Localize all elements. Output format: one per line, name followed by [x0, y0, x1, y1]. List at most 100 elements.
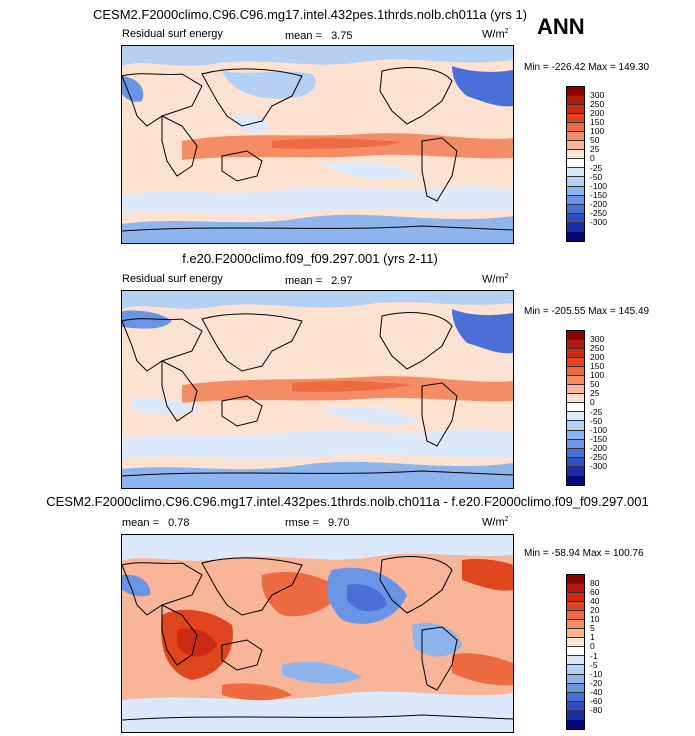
- panel-3-min-label: Min =: [524, 548, 549, 559]
- panel-1-colorbar-swatch: [567, 96, 584, 106]
- panel-2-min-label: Min =: [524, 306, 549, 317]
- panel-1-colorbar: [566, 86, 585, 242]
- panel-2-variable-label: Residual surf energy: [122, 273, 223, 285]
- panel-3-max-label: Max =: [582, 548, 611, 559]
- p2-north-atlantic-blue: [452, 309, 513, 354]
- panel-2-colorbar-swatch: [567, 430, 584, 440]
- panel-3-units: W/m2: [482, 516, 509, 529]
- panel-3-units-exp: 2: [504, 516, 509, 523]
- p3-indian-ocean-core: [177, 628, 217, 657]
- panel-1-map-svg: [122, 46, 513, 243]
- panel-3-colorbar-tick-label: -60: [590, 695, 603, 706]
- panel-1-colorbar-tick-label: 100: [590, 126, 605, 137]
- p2-south-pacific-blue: [322, 406, 422, 425]
- panel-2-min-value: -205.55: [551, 306, 586, 317]
- panel-3-colorbar-tick-label: 5: [590, 623, 595, 634]
- panel-1-colorbar-tick-label: 250: [590, 99, 605, 110]
- panel-3-colorbar-swatch: [567, 620, 584, 630]
- panel-3-colorbar-swatch: [567, 701, 584, 711]
- panel-2-colorbar: [566, 330, 585, 486]
- panel-1-colorbar-tick-label: 50: [590, 135, 600, 146]
- panel-1-mean: mean = 3.75: [285, 30, 352, 42]
- p3-south-atlantic-red: [452, 653, 513, 686]
- panel-2-minmax: Min = -205.55 Max = 145.49: [524, 306, 649, 317]
- panel-3-minmax: Min = -58.94 Max = 100.76: [524, 548, 644, 559]
- panel-2-colorbar-tick-label: 250: [590, 343, 605, 354]
- panel-1-colorbar-swatch: [567, 204, 584, 214]
- panel-3-colorbar-tick-label: 0: [590, 641, 595, 652]
- panel-3-map: [121, 534, 514, 733]
- panel-1-colorbar-swatch: [567, 87, 584, 97]
- panel-2-colorbar-tick-label: 0: [590, 397, 595, 408]
- p3-west-pacific-red: [261, 571, 342, 617]
- panel-2-colorbar-tick-label: -25: [590, 406, 603, 417]
- panel-1-colorbar-swatch: [567, 159, 584, 169]
- panel-1-colorbar-swatch: [567, 177, 584, 187]
- panel-1-colorbar-swatch: [567, 114, 584, 124]
- panel-2-colorbar-swatch: [567, 439, 584, 449]
- panel-1-colorbar-swatch: [567, 186, 584, 196]
- p3-north-atlantic-red: [462, 558, 513, 591]
- panel-3-rmse-label: rmse =: [285, 517, 319, 529]
- panel-2-colorbar-swatch: [567, 475, 584, 485]
- panel-1-colorbar-tick-label: -200: [590, 198, 608, 209]
- p3-arctic-band: [122, 535, 513, 561]
- panel-3-colorbar-swatch: [567, 665, 584, 675]
- panel-1-colorbar-swatch: [567, 141, 584, 151]
- panel-1-mean-label: mean =: [285, 30, 322, 42]
- panel-2-colorbar-tick-label: 300: [590, 334, 605, 345]
- panel-1-colorbar-swatch: [567, 222, 584, 232]
- panel-2-units: W/m2: [482, 273, 509, 286]
- panel-2-colorbar-tick-label: 150: [590, 361, 605, 372]
- panel-2-colorbar-swatch: [567, 358, 584, 368]
- panel-2-colorbar-tick-label: 25: [590, 388, 600, 399]
- panel-3-colorbar-tick-label: -20: [590, 677, 603, 688]
- panel-1-colorbar-tick-label: 150: [590, 117, 605, 128]
- p2-arctic-band: [122, 291, 513, 309]
- panel-1-max-value: 149.30: [618, 62, 650, 73]
- panel-2-units-exp: 2: [504, 273, 509, 280]
- panel-2-colorbar-swatch: [567, 376, 584, 386]
- panel-3-colorbar-swatch: [567, 710, 584, 720]
- panel-1-colorbar-swatch: [567, 231, 584, 241]
- panel-3-colorbar-swatch: [567, 647, 584, 657]
- panel-3-colorbar-swatch: [567, 629, 584, 639]
- p3-west-edge-blue: [122, 574, 151, 597]
- panel-2-colorbar-swatch: [567, 421, 584, 431]
- panel-1-max-label: Max =: [588, 62, 616, 73]
- panel-1-colorbar-swatch: [567, 150, 584, 160]
- p1-west-edge-blue: [122, 76, 144, 102]
- panel-3-colorbar-tick-label: -5: [590, 659, 598, 670]
- panel-1-colorbar-swatch: [567, 132, 584, 142]
- panel-2-colorbar-tick-label: -100: [590, 424, 608, 435]
- panel-2-colorbar-tick-label: 200: [590, 352, 605, 363]
- p3-antarctic-band: [122, 691, 513, 732]
- panel-3-mean-label: mean =: [122, 517, 159, 529]
- panel-1-mean-value: 3.75: [331, 30, 353, 42]
- panel-3-mean: mean = 0.78: [122, 517, 189, 529]
- panel-2-mean-value: 2.97: [331, 275, 353, 287]
- p3-southern-red: [222, 683, 292, 701]
- panel-1-colorbar-tick-label: -100: [590, 180, 608, 191]
- panel-3-colorbar-tick-label: -80: [590, 704, 603, 715]
- panel-2-colorbar-swatch: [567, 448, 584, 458]
- panel-3-colorbar-swatch: [567, 584, 584, 594]
- p2-coastlines: [122, 312, 513, 477]
- panel-1-colorbar-swatch: [567, 213, 584, 223]
- panel-1-units-base: W/m: [482, 28, 505, 41]
- p3-coastlines: [122, 556, 513, 721]
- panel-1-colorbar-swatch: [567, 168, 584, 178]
- p2-equatorial-core: [292, 380, 412, 392]
- p1-south-pacific-blue: [322, 161, 422, 180]
- panel-2-colorbar-swatch: [567, 340, 584, 350]
- panel-2-colorbar-tick-label: -250: [590, 451, 608, 462]
- panel-1-colorbar-tick-label: -250: [590, 207, 608, 218]
- panel-3-colorbar-tick-label: -40: [590, 686, 603, 697]
- panel-3-map-svg: [122, 535, 513, 732]
- panel-3-colorbar-swatch: [567, 593, 584, 603]
- panel-3-colorbar-swatch: [567, 602, 584, 612]
- panel-2-mean-label: mean =: [285, 275, 322, 287]
- panel-2-colorbar-tick-label: -200: [590, 442, 608, 453]
- p2-antarctic-band: [122, 461, 513, 488]
- panel-2-map-svg: [122, 291, 513, 488]
